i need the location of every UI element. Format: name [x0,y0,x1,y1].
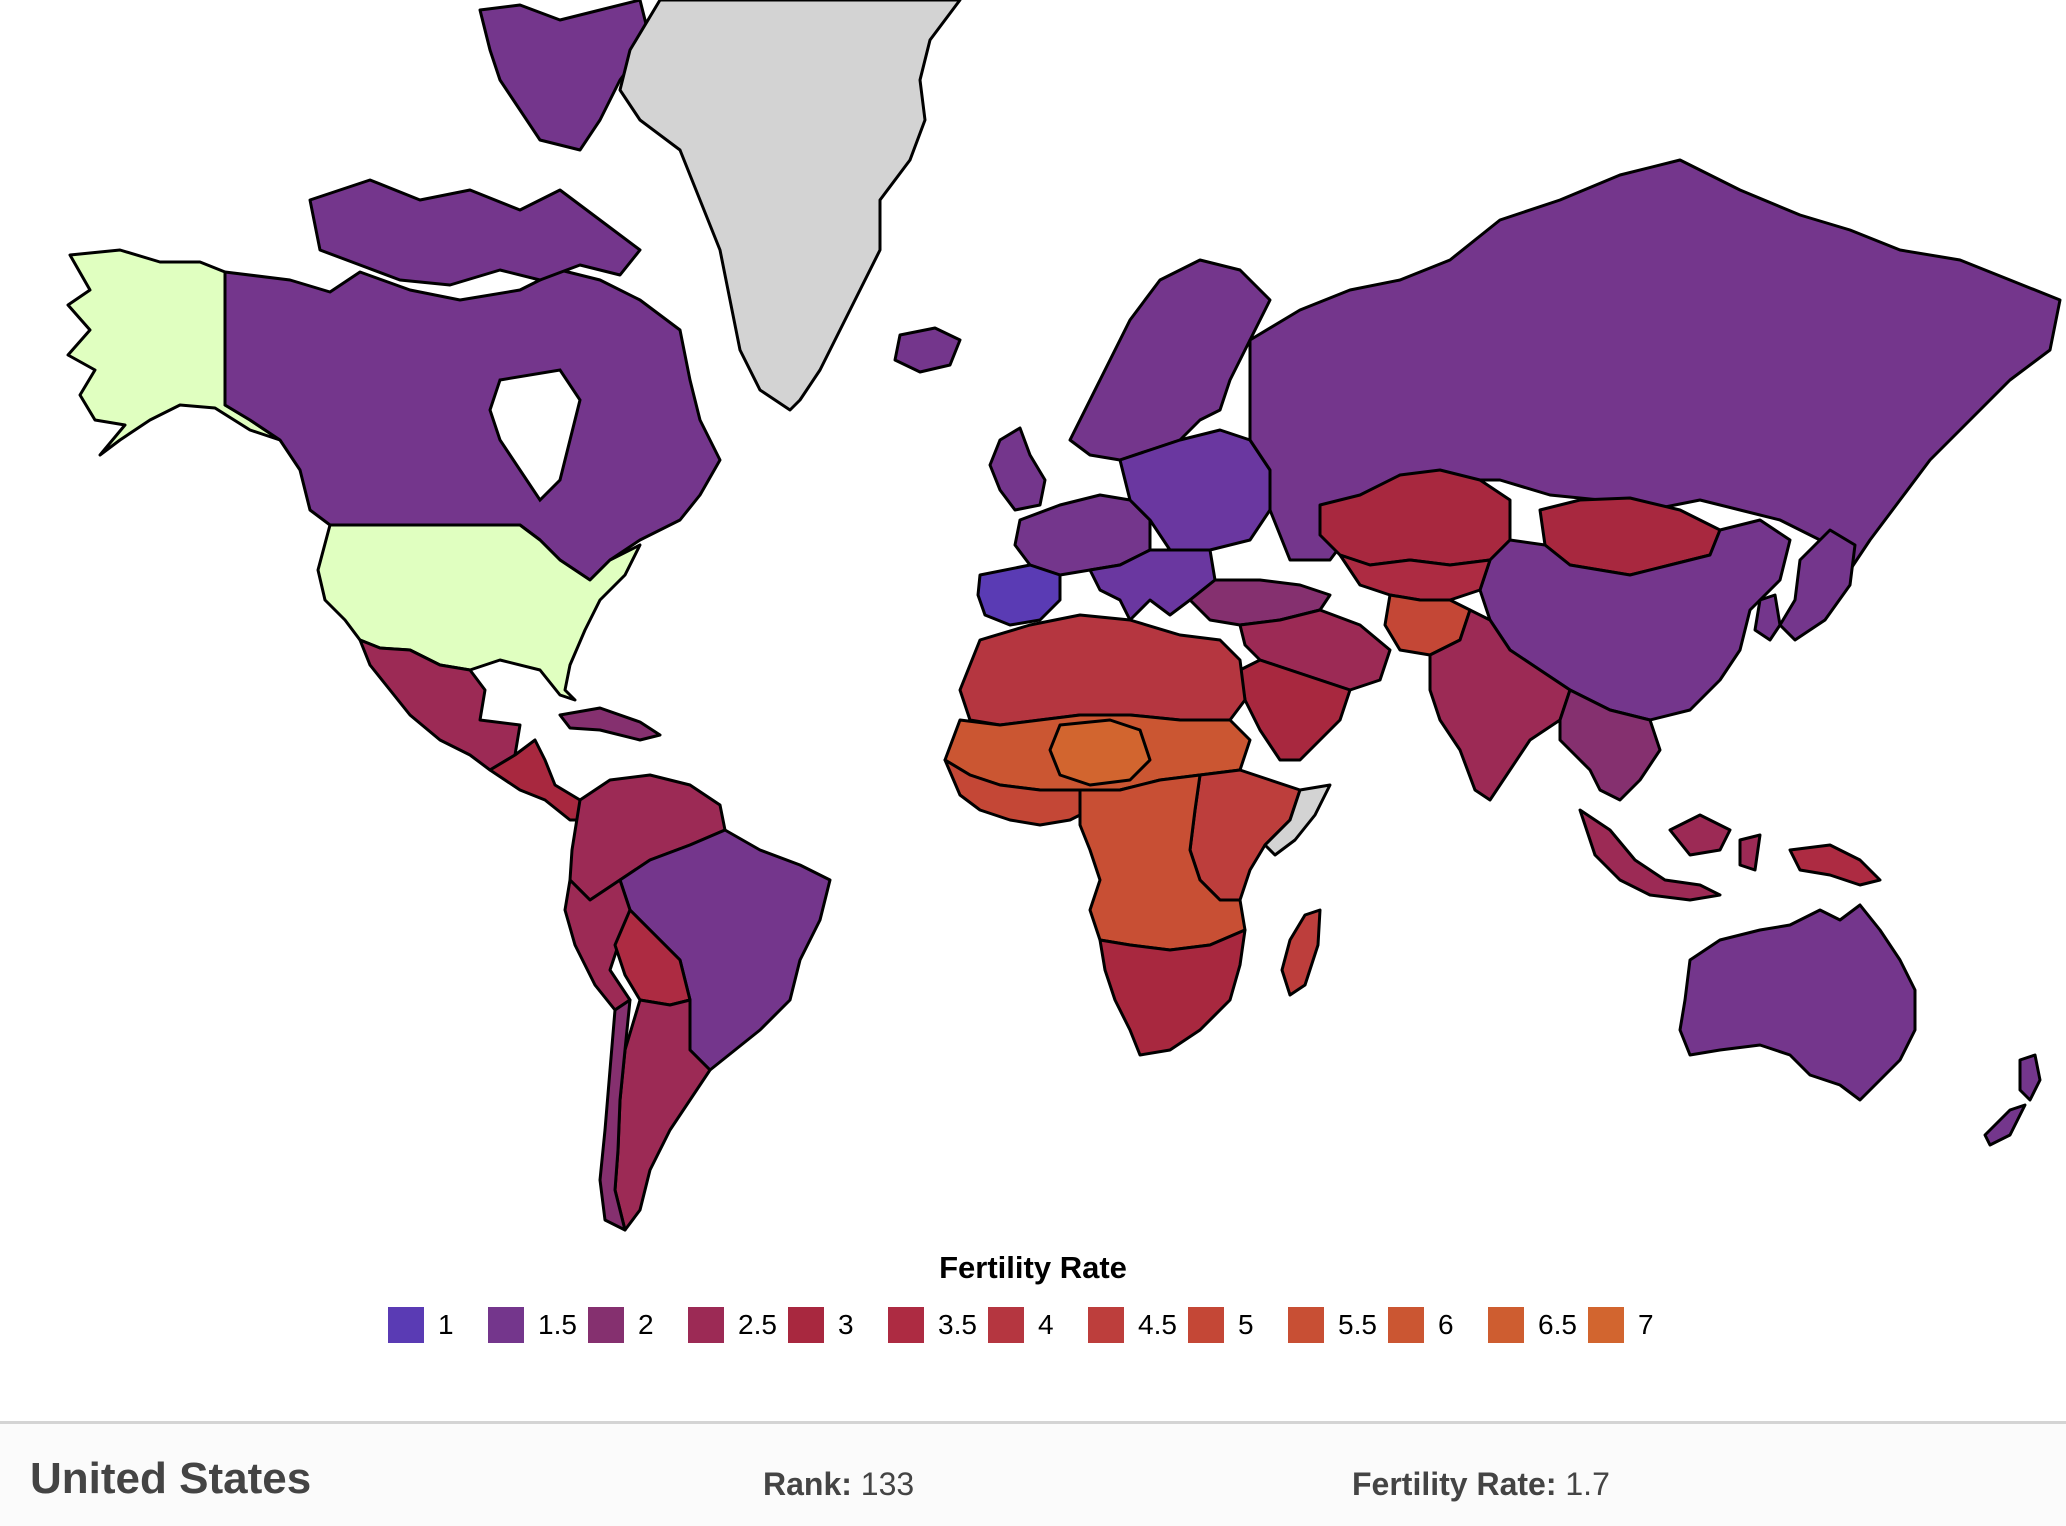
fertility-rate-value: 1.7 [1565,1466,1610,1502]
legend-label: 4.5 [1138,1309,1177,1340]
rank-value: 133 [860,1466,915,1502]
region-caribbean[interactable] [558,706,662,742]
legend-item: 1 [388,1306,488,1344]
region-greenland[interactable] [618,0,962,412]
legend-item: 6.5 [1488,1306,1588,1344]
legend-swatch [388,1307,424,1343]
legend-swatch [988,1307,1024,1343]
region-southern-cone[interactable] [598,998,632,1232]
region-niger[interactable] [1048,718,1152,787]
legend-swatch [1288,1307,1324,1343]
legend-item: 3 [788,1306,888,1344]
legend-item: 7 [1588,1306,1688,1344]
legend-label: 2 [638,1309,654,1340]
region-southeast-asia[interactable] [1558,688,1662,802]
legend-label: 1.5 [538,1309,577,1340]
legend-swatch [1388,1307,1424,1343]
world-map [66,0,2062,1232]
fertility-rate-stat: Fertility Rate: 1.7 [1352,1466,1610,1503]
legend-item: 2 [588,1306,688,1344]
region-somalia[interactable] [1263,783,1332,857]
region-north-africa[interactable] [958,613,1247,727]
legend-swatch [588,1307,624,1343]
legend-label: 7 [1638,1309,1654,1340]
legend-label: 6 [1438,1309,1454,1340]
legend-item: 1.5 [488,1306,588,1344]
region-turkey-caucasus[interactable] [1188,578,1332,627]
region-canada[interactable] [223,268,722,582]
legend-swatch [1188,1307,1224,1343]
rank-stat: Rank: 133 [763,1466,914,1503]
legend-item: 2.5 [688,1306,788,1344]
legend-label: 3 [838,1309,854,1340]
country-name: United States [30,1454,312,1503]
legend-label: 2.5 [738,1309,777,1340]
region-central-asia[interactable] [1338,553,1492,602]
region-new-zealand[interactable] [1983,1053,2042,1147]
region-arctic-islands[interactable] [308,178,642,287]
region-papua[interactable] [1788,843,1882,887]
legend-swatch [788,1307,824,1343]
region-arctic-islands-north[interactable] [478,0,652,152]
legend-swatch [1588,1307,1624,1343]
legend-label: 1 [438,1309,454,1340]
legend-label: 5 [1238,1309,1254,1340]
legend-label: 4 [1038,1309,1054,1340]
legend-swatch [1488,1307,1524,1343]
region-indonesia[interactable] [1578,808,1762,902]
legend-swatch [1088,1307,1124,1343]
region-madagascar[interactable] [1280,908,1322,997]
rank-label: Rank: [763,1466,852,1502]
region-australia[interactable] [1678,903,1917,1102]
world-map-area [66,0,2062,1232]
region-south-asia[interactable] [1428,608,1572,802]
legend-item: 4.5 [1088,1306,1188,1344]
legend-item: 3.5 [888,1306,988,1344]
legend-item: 5.5 [1288,1306,1388,1344]
region-alaska[interactable] [66,248,282,457]
legend: Fertility Rate 1 1.5 2 2.5 3 3.5 4 4.5 5 5.5 6 6.5 7 [0,1240,2066,1380]
region-andes-west[interactable] [563,878,632,1012]
legend-swatch [888,1307,924,1343]
legend-label: 3.5 [938,1309,977,1340]
region-scandinavia[interactable] [1068,258,1272,462]
legend-item: 4 [988,1306,1088,1344]
fertility-rate-label: Fertility Rate: [1352,1466,1557,1502]
legend-label: 6.5 [1538,1309,1577,1340]
region-korea-japan[interactable] [1753,528,1857,642]
country-info-bar: United States Rank: 133 Fertility Rate: … [0,1421,2066,1526]
legend-item: 6 [1388,1306,1488,1344]
legend-item: 5 [1188,1306,1288,1344]
legend-title: Fertility Rate [939,1250,1127,1285]
legend-items: 1 1.5 2 2.5 3 3.5 4 4.5 5 5.5 6 6.5 7 [388,1306,1688,1344]
legend-swatch [688,1307,724,1343]
region-middle-east[interactable] [1238,608,1392,692]
region-uk-ireland[interactable] [988,426,1047,512]
region-mexico[interactable] [358,638,522,772]
region-iceland[interactable] [893,326,962,374]
legend-swatch [488,1307,524,1343]
region-hudson-bay [488,368,582,503]
region-iberia[interactable] [976,563,1062,627]
region-southern-africa[interactable] [1098,928,1247,1057]
legend-label: 5.5 [1338,1309,1377,1340]
